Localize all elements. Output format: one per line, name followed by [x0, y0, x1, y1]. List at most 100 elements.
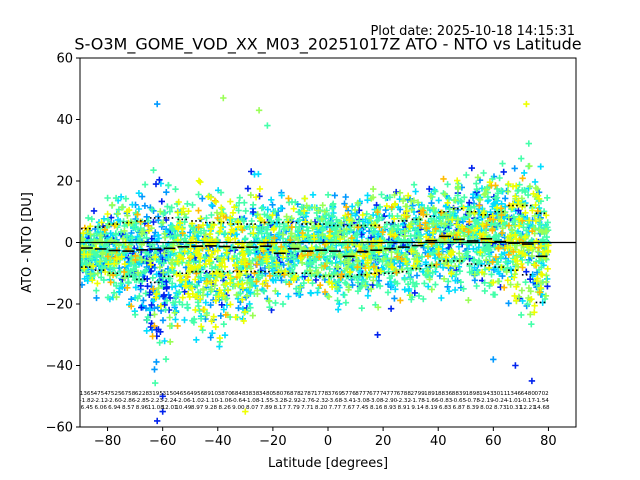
x-tick-label: −20: [259, 434, 286, 449]
bin-stat-n: 3838: [245, 391, 260, 397]
bin-stat-mean: -1.01: [507, 398, 522, 404]
bin-stat-mean: -1.78: [410, 398, 425, 404]
bin-stat-sd: 10.49: [175, 405, 191, 411]
bin-stat-n: 6848: [231, 391, 246, 397]
bin-stat-sd: 8.17: [274, 405, 287, 411]
bin-stat-n: 4754: [94, 391, 109, 397]
bin-markers: [81, 204, 548, 304]
bin-stat-n: 8777: [355, 391, 370, 397]
bin-stat-sd: 6.87: [453, 405, 466, 411]
bin-stat-mean: -3.41: [341, 398, 356, 404]
bin-stat-sd: 9.28: [205, 405, 218, 411]
bin-stat-n: 5807: [273, 391, 288, 397]
bin-stat-sd: 8.26: [218, 405, 231, 411]
bin-stat-mean: -0.64: [231, 398, 246, 404]
bin-stat-n: 3769: [328, 391, 343, 397]
bin-stat-sd: 7.89: [260, 405, 273, 411]
bin-stat-n: 6777: [369, 391, 384, 397]
bin-stat-n: 0702: [534, 391, 548, 397]
x-axis-label: Latitude [degrees]: [268, 456, 388, 471]
bin-stat-mean: -3.08: [369, 398, 384, 404]
bin-stat-n: 2787: [300, 391, 315, 397]
bin-stat-sd: 10.31: [506, 405, 522, 411]
bin-stat-n: 1346: [507, 391, 522, 397]
bin-stat-n: 6480: [521, 391, 536, 397]
bin-stat-sd: 12.01: [162, 405, 178, 411]
bin-stat-sd: 6.83: [439, 405, 452, 411]
y-tick-label: 40: [56, 113, 73, 128]
bin-stat-sd: 8.96: [136, 405, 149, 411]
bin-stat-n: 3011: [493, 391, 508, 397]
bin-stat-mean: -2.32: [314, 398, 328, 404]
bin-stat-mean: -3.28: [273, 398, 288, 404]
bin-stat-sd: 8.20: [315, 405, 328, 411]
y-axis-ticks: −60 −40 −20 0 20 40 60: [46, 52, 80, 436]
bin-stat-n: 3480: [259, 391, 274, 397]
bin-stat-mean: -2.85: [135, 398, 150, 404]
bin-stat-sd: 8.73: [494, 405, 507, 411]
x-tick-label: −60: [149, 434, 176, 449]
bin-stat-mean: -0.83: [438, 398, 453, 404]
scatter-point-group: [80, 100, 552, 415]
bin-stat-mean: -1.10: [204, 398, 219, 404]
y-tick-label: −20: [46, 298, 73, 313]
bin-stat-mean: -2.92: [286, 398, 300, 404]
bin-stat-mean: -1.54: [534, 398, 549, 404]
plot-date: Plot date: 2025-10-18 14:15:31: [370, 24, 575, 39]
bin-stat-n: 6758: [121, 391, 136, 397]
bin-stat-sd: 7.67: [342, 405, 355, 411]
x-tick-label: 60: [485, 434, 502, 449]
bin-stat-mean: -1.06: [217, 398, 232, 404]
bin-stat-sd: 8.93: [384, 405, 397, 411]
bin-stat-n: 1898: [466, 391, 481, 397]
bin-stat-mean: -1.02: [190, 398, 204, 404]
bin-stat-sd: 8.57: [122, 405, 135, 411]
x-tick-label: −80: [94, 434, 121, 449]
bin-stat-sd: 9.00: [232, 405, 245, 411]
bin-stat-sd: 6.94: [108, 405, 121, 411]
bin-stat-n: 3150: [162, 391, 177, 397]
bin-stat-n: 1365: [80, 391, 95, 397]
bin-stat-mean: -2.90: [383, 398, 398, 404]
bin-stat-n: 6878: [286, 391, 301, 397]
x-tick-label: 0: [324, 434, 332, 449]
x-tick-label: 20: [375, 434, 392, 449]
bin-stat-n: 6788: [397, 391, 412, 397]
bin-stat-n: 6228: [135, 391, 150, 397]
bin-stat-mean: -2.60: [107, 398, 122, 404]
bin-stat-n: 4777: [383, 391, 398, 397]
bin-stat-mean: -2.19: [479, 398, 494, 404]
bin-stat-n: 4956: [190, 391, 205, 397]
bin-stat-sd: 7.77: [329, 405, 342, 411]
bin-stat-mean: -1.08: [245, 398, 260, 404]
y-axis-label: ATO - NTO [DU]: [20, 192, 35, 293]
bin-stat-mean: -3.08: [355, 398, 370, 404]
bin-stat-sd: 7.79: [287, 405, 300, 411]
bin-stat-sd: 7.45: [356, 405, 369, 411]
bin-stat-sd: 7.71: [301, 405, 314, 411]
bin-stat-sd: 14.68: [534, 405, 550, 411]
bin-stat-n: 8910: [204, 391, 219, 397]
bin-stat-n: 5776: [342, 391, 357, 397]
x-tick-label: −40: [204, 434, 231, 449]
x-tick-label: 80: [540, 434, 557, 449]
bin-stat-mean: -3.68: [328, 398, 343, 404]
bin-stat-sd: 8.02: [480, 405, 492, 411]
bin-stat-mean: -2.23: [149, 398, 164, 404]
bin-stat-mean: -0.24: [493, 398, 508, 404]
bin-stat-mean: -2.06: [176, 398, 191, 404]
bin-stat-sd: 8.91: [398, 405, 411, 411]
y-tick-label: −60: [46, 421, 73, 436]
bin-stat-sd: 8.39: [466, 405, 479, 411]
chart-title: S-O3M_GOME_VOD_XX_M03_20251017Z ATO - NT…: [74, 35, 581, 55]
bin-stat-sd: 6.45: [81, 405, 94, 411]
bin-stat-mean: -1.55: [259, 398, 274, 404]
bin-stat-n: 1778: [314, 391, 329, 397]
bin-stat-mean: -0.65: [452, 398, 467, 404]
bin-stat-n: 3195: [149, 391, 164, 397]
bin-stat-n: 3870: [218, 391, 233, 397]
bin-stat-n: 1891: [424, 391, 439, 397]
y-tick-label: 0: [65, 236, 73, 251]
bin-stat-n: 1943: [479, 391, 494, 397]
bin-stat-mean: -1.82: [80, 398, 94, 404]
